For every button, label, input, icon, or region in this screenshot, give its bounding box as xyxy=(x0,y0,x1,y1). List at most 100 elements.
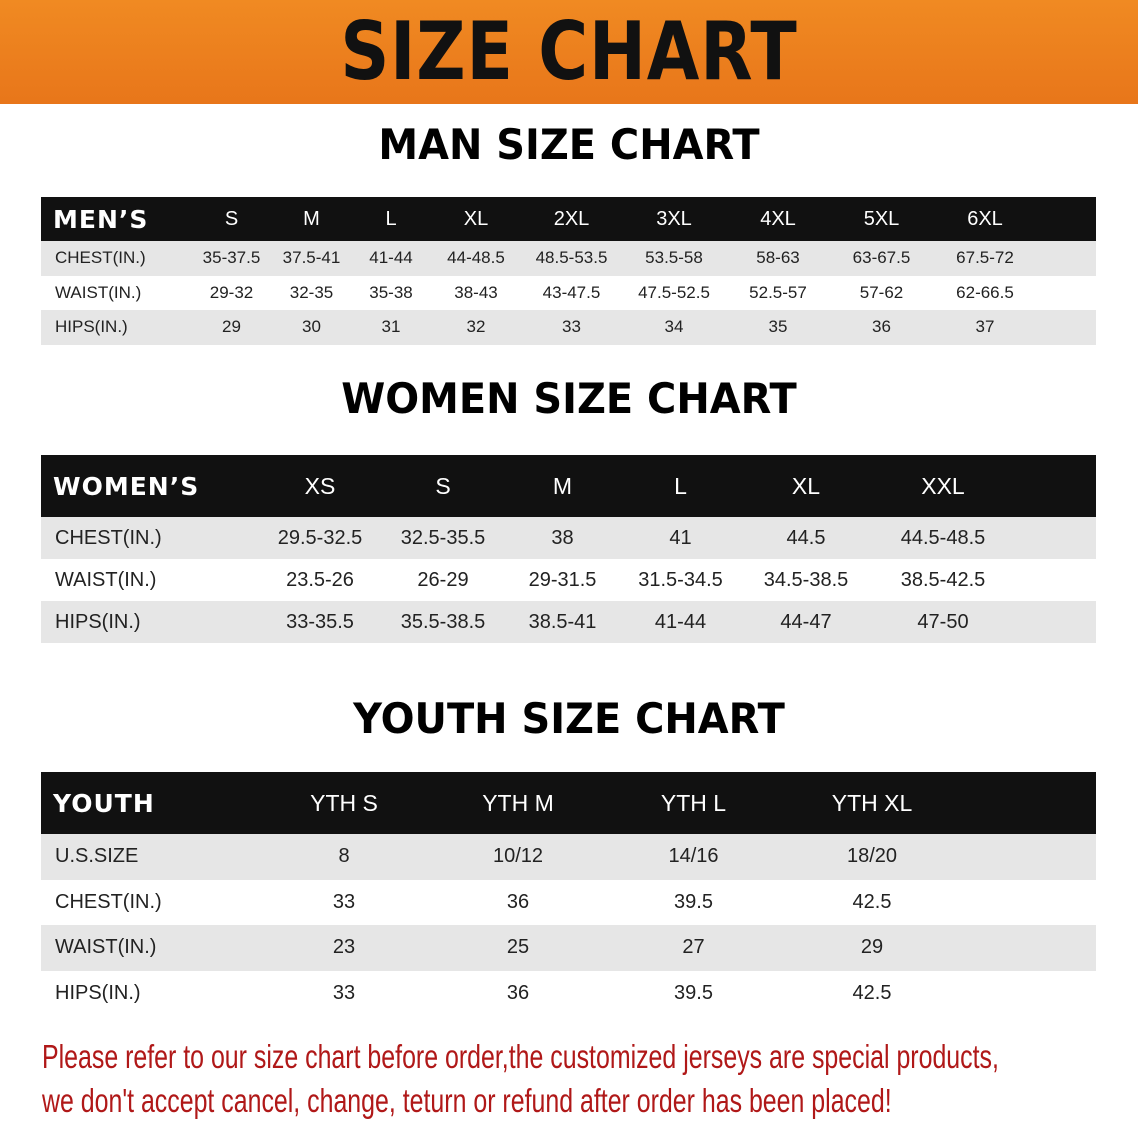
table-row: CHEST(IN.) 35-37.5 37.5-41 41-44 44-48.5 48.5… xyxy=(41,241,1096,276)
measurement-cell: 67.5-72 xyxy=(933,241,1037,276)
table-row: HIPS(IN.) 33-35.5 35.5-38.5 38.5-41 41-44 44-… xyxy=(41,601,1096,643)
row-label: CHEST(IN.) xyxy=(41,517,258,559)
measurement-cell: 42.5 xyxy=(782,970,962,1016)
youth-size-table: YOUTH YTH S YTH M YTH L YTH XL U.S.SIZE 8 10/12… xyxy=(41,772,1096,1016)
table-label: YOUTH xyxy=(41,772,257,834)
table-row: CHEST(IN.) 33 36 39.5 42.5 xyxy=(41,879,1096,925)
measurement-cell xyxy=(1014,601,1096,643)
size-header: XL xyxy=(431,197,521,241)
measurement-cell: 29-32 xyxy=(191,275,272,310)
measurement-cell: 44-47 xyxy=(740,601,872,643)
row-label: WAIST(IN.) xyxy=(41,925,257,971)
measurement-cell: 27 xyxy=(605,925,782,971)
notice-line-1: Please refer to our size chart before or… xyxy=(42,1038,999,1075)
measurement-cell: 44-48.5 xyxy=(431,241,521,276)
measurement-cell: 63-67.5 xyxy=(830,241,933,276)
size-header: YTH S xyxy=(257,772,431,834)
size-header xyxy=(1037,197,1096,241)
measurement-cell: 47-50 xyxy=(872,601,1014,643)
measurement-cell: 29.5-32.5 xyxy=(258,517,382,559)
measurement-cell: 8 xyxy=(257,834,431,880)
header-row: MEN’S S M L XL 2XL 3XL 4XL 5XL 6XL xyxy=(41,197,1096,241)
size-header: 4XL xyxy=(726,197,830,241)
table-row: WAIST(IN.) 23.5-26 26-29 29-31.5 31.5-34.5 34… xyxy=(41,559,1096,601)
measurement-cell: 32.5-35.5 xyxy=(382,517,504,559)
table-label: MEN’S xyxy=(41,197,191,241)
measurement-cell xyxy=(962,834,1096,880)
measurement-cell: 41 xyxy=(621,517,740,559)
measurement-cell: 38-43 xyxy=(431,275,521,310)
measurement-cell: 31.5-34.5 xyxy=(621,559,740,601)
women-chart-title: WOMEN SIZE CHART xyxy=(341,374,797,423)
measurement-cell: 33-35.5 xyxy=(258,601,382,643)
size-header: XL xyxy=(740,455,872,517)
women-size-table: WOMEN’S XS S M L XL XXL CHEST(IN.) 29.5-32.5 32.5… xyxy=(41,455,1096,643)
measurement-cell xyxy=(1037,241,1096,276)
row-label: HIPS(IN.) xyxy=(41,601,258,643)
measurement-cell xyxy=(962,879,1096,925)
size-header xyxy=(1014,455,1096,517)
size-header: YTH M xyxy=(431,772,605,834)
size-header: XXL xyxy=(872,455,1014,517)
measurement-cell: 25 xyxy=(431,925,605,971)
measurement-cell: 44.5-48.5 xyxy=(872,517,1014,559)
size-header: YTH XL xyxy=(782,772,962,834)
measurement-cell: 18/20 xyxy=(782,834,962,880)
row-label: CHEST(IN.) xyxy=(41,241,191,276)
measurement-cell: 52.5-57 xyxy=(726,275,830,310)
size-header: L xyxy=(351,197,431,241)
row-label: WAIST(IN.) xyxy=(41,559,258,601)
banner-title: SIZE CHART xyxy=(340,5,798,98)
measurement-cell xyxy=(1014,517,1096,559)
table-row: WAIST(IN.) 23 25 27 29 xyxy=(41,925,1096,971)
measurement-cell: 36 xyxy=(830,310,933,345)
measurement-cell: 42.5 xyxy=(782,879,962,925)
row-label: WAIST(IN.) xyxy=(41,275,191,310)
measurement-cell: 36 xyxy=(431,970,605,1016)
measurement-cell: 35-37.5 xyxy=(191,241,272,276)
measurement-cell: 43-47.5 xyxy=(521,275,622,310)
header-row: YOUTH YTH S YTH M YTH L YTH XL xyxy=(41,772,1096,834)
measurement-cell: 39.5 xyxy=(605,970,782,1016)
measurement-cell: 57-62 xyxy=(830,275,933,310)
measurement-cell: 53.5-58 xyxy=(622,241,726,276)
size-header: 6XL xyxy=(933,197,1037,241)
measurement-cell: 41-44 xyxy=(351,241,431,276)
measurement-cell: 35-38 xyxy=(351,275,431,310)
measurement-cell: 29 xyxy=(191,310,272,345)
measurement-cell: 32-35 xyxy=(272,275,351,310)
measurement-cell xyxy=(1037,310,1096,345)
row-label: HIPS(IN.) xyxy=(41,310,191,345)
measurement-cell: 38.5-42.5 xyxy=(872,559,1014,601)
measurement-cell: 14/16 xyxy=(605,834,782,880)
size-header: L xyxy=(621,455,740,517)
table-row: U.S.SIZE 8 10/12 14/16 18/20 xyxy=(41,834,1096,880)
measurement-cell: 33 xyxy=(257,879,431,925)
size-header: XS xyxy=(258,455,382,517)
measurement-cell: 32 xyxy=(431,310,521,345)
measurement-cell: 34 xyxy=(622,310,726,345)
size-header: S xyxy=(191,197,272,241)
measurement-cell: 44.5 xyxy=(740,517,872,559)
measurement-cell: 34.5-38.5 xyxy=(740,559,872,601)
measurement-cell: 39.5 xyxy=(605,879,782,925)
measurement-cell: 31 xyxy=(351,310,431,345)
measurement-cell xyxy=(962,970,1096,1016)
men-chart-title: MAN SIZE CHART xyxy=(378,120,760,169)
row-label: U.S.SIZE xyxy=(41,834,257,880)
table-row: WAIST(IN.) 29-32 32-35 35-38 38-43 43-47.5 47.… xyxy=(41,275,1096,310)
measurement-cell: 26-29 xyxy=(382,559,504,601)
notice-line-2: we don't accept cancel, change, teturn o… xyxy=(42,1082,892,1119)
banner: SIZE CHART xyxy=(0,0,1138,104)
size-header: YTH L xyxy=(605,772,782,834)
youth-chart-title: YOUTH SIZE CHART xyxy=(353,694,785,743)
size-header: M xyxy=(272,197,351,241)
row-label: CHEST(IN.) xyxy=(41,879,257,925)
men-size-table: MEN’S S M L XL 2XL 3XL 4XL 5XL 6XL CHEST(IN.) 35-37… xyxy=(41,197,1096,345)
measurement-cell: 35 xyxy=(726,310,830,345)
table-row: HIPS(IN.) 29 30 31 32 33 34 35 36 37 xyxy=(41,310,1096,345)
measurement-cell: 23 xyxy=(257,925,431,971)
size-header: 2XL xyxy=(521,197,622,241)
measurement-cell: 35.5-38.5 xyxy=(382,601,504,643)
measurement-cell: 48.5-53.5 xyxy=(521,241,622,276)
